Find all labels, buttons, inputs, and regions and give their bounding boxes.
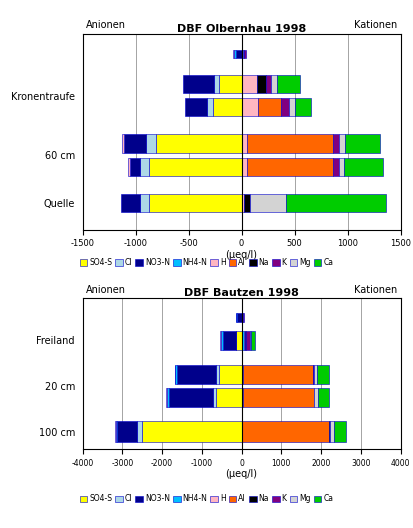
Text: Kationen: Kationen — [354, 21, 397, 31]
Bar — [216, 388, 242, 407]
Legend: SO4-S, Cl, NO3-N, NH4-N, H, Al, Na, K, Mg, Ca: SO4-S, Cl, NO3-N, NH4-N, H, Al, Na, K, M… — [80, 258, 333, 267]
Bar — [251, 331, 254, 350]
Bar — [333, 135, 339, 153]
Bar — [185, 98, 207, 116]
Bar — [140, 158, 150, 176]
Bar — [219, 75, 242, 93]
Bar — [213, 98, 242, 116]
Bar — [242, 388, 243, 407]
Bar — [242, 98, 258, 116]
Bar — [247, 158, 333, 176]
Bar — [150, 158, 242, 176]
Bar — [122, 135, 124, 153]
Bar — [250, 331, 251, 350]
Bar — [339, 158, 344, 176]
Bar — [213, 388, 216, 407]
Bar — [223, 331, 236, 350]
Bar — [346, 135, 380, 153]
Bar — [124, 135, 146, 153]
X-axis label: (µeq/l): (µeq/l) — [225, 250, 258, 260]
X-axis label: (µeq/l): (µeq/l) — [225, 469, 258, 479]
Bar — [216, 365, 218, 384]
Bar — [175, 365, 177, 384]
Bar — [221, 331, 223, 350]
Bar — [234, 50, 236, 58]
Bar — [236, 313, 237, 322]
Bar — [281, 98, 290, 116]
Bar — [242, 365, 243, 384]
Bar — [244, 50, 247, 58]
Text: Anionen: Anionen — [86, 21, 126, 31]
Bar — [146, 135, 156, 153]
Bar — [242, 331, 244, 350]
Bar — [333, 158, 339, 176]
Bar — [257, 75, 266, 93]
Bar — [236, 331, 242, 350]
Bar — [142, 421, 242, 442]
Bar — [242, 421, 330, 442]
Bar — [130, 158, 140, 176]
Bar — [314, 388, 318, 407]
Bar — [214, 75, 219, 93]
Bar — [167, 388, 169, 407]
Bar — [244, 331, 245, 350]
Bar — [246, 331, 250, 350]
Text: Kationen: Kationen — [354, 285, 397, 295]
Bar — [150, 194, 242, 212]
Bar — [271, 75, 277, 93]
Bar — [277, 75, 300, 93]
Bar — [233, 50, 234, 58]
Bar — [121, 194, 140, 212]
Bar — [237, 313, 242, 322]
Bar — [258, 98, 281, 116]
Bar — [334, 421, 346, 442]
Bar — [128, 158, 130, 176]
Bar — [116, 421, 117, 442]
Bar — [156, 135, 242, 153]
Bar — [339, 135, 346, 153]
Bar — [247, 135, 333, 153]
Bar — [286, 194, 386, 212]
Bar — [236, 50, 242, 58]
Bar — [117, 421, 137, 442]
Bar — [140, 194, 150, 212]
Bar — [220, 331, 221, 350]
Bar — [313, 365, 317, 384]
Bar — [218, 365, 242, 384]
Text: Anionen: Anionen — [86, 285, 126, 295]
Bar — [242, 135, 247, 153]
Bar — [290, 98, 294, 116]
Bar — [177, 365, 216, 384]
Bar — [242, 158, 247, 176]
Bar — [244, 194, 250, 212]
Bar — [294, 98, 311, 116]
Bar — [137, 421, 142, 442]
Bar — [344, 158, 382, 176]
Title: DBF Olbernhau 1998: DBF Olbernhau 1998 — [177, 24, 306, 34]
Bar — [242, 75, 257, 93]
Bar — [266, 75, 271, 93]
Bar — [243, 365, 313, 384]
Legend: SO4-S, Cl, NO3-N, NH4-N, H, Al, Na, K, Mg, Ca: SO4-S, Cl, NO3-N, NH4-N, H, Al, Na, K, M… — [80, 494, 333, 504]
Bar — [242, 313, 244, 322]
Bar — [242, 50, 243, 58]
Bar — [318, 388, 330, 407]
Bar — [207, 98, 213, 116]
Bar — [166, 388, 167, 407]
Bar — [330, 421, 334, 442]
Bar — [317, 365, 329, 384]
Bar — [242, 194, 244, 212]
Title: DBF Bautzen 1998: DBF Bautzen 1998 — [184, 288, 299, 298]
Bar — [250, 194, 286, 212]
Bar — [243, 50, 244, 58]
Bar — [169, 388, 213, 407]
Bar — [183, 75, 214, 93]
Bar — [243, 388, 314, 407]
